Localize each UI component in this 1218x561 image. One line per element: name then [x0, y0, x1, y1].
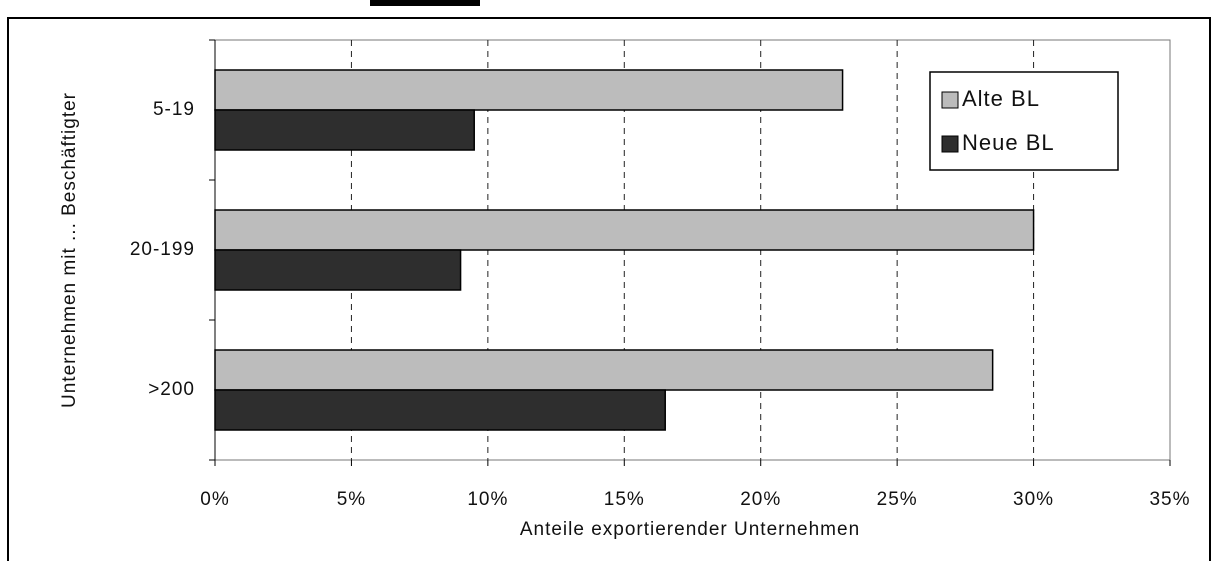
x-tick-label: 25% [877, 489, 918, 510]
legend-box [929, 71, 1119, 171]
bar [214, 209, 1035, 251]
x-tick-label: 35% [1149, 489, 1190, 510]
x-tick-label: 20% [740, 489, 781, 510]
frame [7, 17, 1211, 561]
y-tick-label: 5-19 [153, 99, 195, 120]
y-axis-label: Unternehmen mit ... Beschäftigter [59, 92, 80, 408]
legend-swatch [941, 135, 959, 153]
x-axis-label: Anteile exportierender Unternehmen [520, 519, 860, 540]
x-tick-label: 30% [1013, 489, 1054, 510]
bar [214, 109, 475, 151]
x-tick-label: 10% [467, 489, 508, 510]
bar [214, 69, 844, 111]
y-tick-label: >200 [148, 379, 195, 400]
title-remnant [370, 0, 480, 6]
bar [214, 349, 994, 391]
x-tick-label: 0% [200, 489, 229, 510]
bar [214, 249, 462, 291]
legend-swatch [941, 91, 959, 109]
legend-label: Neue BL [962, 130, 1055, 155]
x-tick-label: 5% [337, 489, 366, 510]
legend-label: Alte BL [962, 86, 1040, 111]
y-tick-label: 20-199 [130, 239, 195, 260]
x-tick-label: 15% [604, 489, 645, 510]
bar [214, 389, 666, 431]
